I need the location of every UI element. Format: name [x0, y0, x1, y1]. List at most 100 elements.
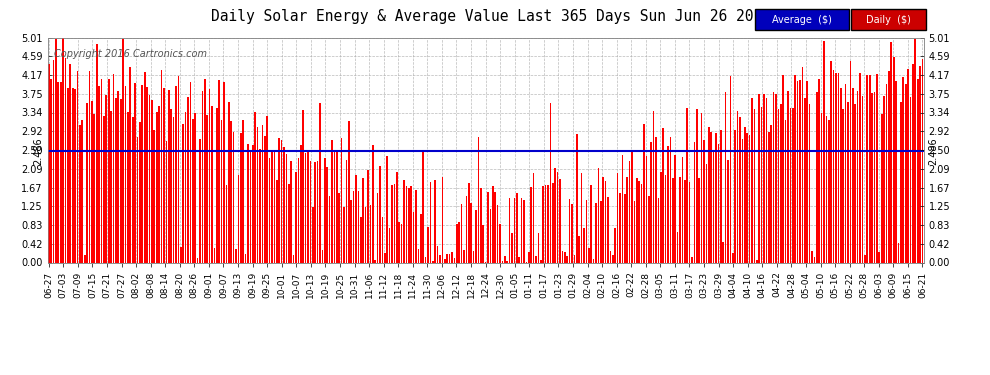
Bar [895, 81, 897, 262]
Bar [324, 158, 326, 262]
Bar [170, 108, 172, 262]
Bar [175, 86, 177, 262]
Bar [794, 75, 796, 262]
Bar [153, 130, 155, 262]
Bar [295, 172, 297, 262]
Bar [475, 210, 477, 262]
Bar [64, 58, 66, 262]
Bar [775, 94, 777, 262]
Bar [264, 136, 265, 262]
Bar [499, 224, 501, 262]
Bar [290, 161, 292, 262]
Bar [339, 194, 340, 262]
Bar [206, 115, 208, 262]
Bar [538, 233, 540, 262]
Bar [569, 198, 570, 262]
Bar [62, 38, 64, 262]
Bar [674, 155, 676, 262]
Bar [468, 183, 469, 262]
Bar [194, 112, 196, 262]
Bar [135, 83, 136, 262]
Bar [315, 162, 316, 262]
Bar [861, 96, 863, 262]
Bar [482, 225, 484, 262]
Bar [831, 62, 832, 262]
Bar [381, 217, 383, 262]
Bar [669, 137, 671, 262]
Bar [285, 154, 287, 262]
Bar [622, 155, 624, 262]
Bar [713, 151, 715, 262]
Bar [72, 88, 73, 262]
Bar [787, 91, 789, 262]
Bar [456, 224, 457, 262]
Bar [523, 200, 525, 262]
Bar [305, 153, 306, 262]
Bar [648, 196, 649, 262]
Bar [883, 96, 885, 262]
Bar [312, 207, 314, 262]
Bar [329, 196, 331, 262]
Bar [89, 71, 90, 262]
Bar [799, 80, 801, 262]
Bar [531, 187, 532, 262]
Bar [536, 256, 537, 262]
Bar [684, 180, 686, 262]
Bar [842, 109, 844, 262]
Bar [396, 172, 398, 262]
Bar [792, 108, 794, 262]
Bar [273, 153, 275, 262]
Bar [281, 140, 282, 262]
Bar [451, 252, 452, 262]
Bar [106, 95, 107, 262]
Bar [564, 252, 565, 262]
Bar [251, 145, 253, 262]
Bar [556, 172, 558, 262]
Bar [137, 136, 139, 262]
Bar [123, 39, 124, 262]
Bar [228, 102, 230, 262]
Bar [844, 84, 846, 262]
Bar [142, 85, 144, 262]
Bar [307, 152, 309, 262]
Bar [679, 177, 681, 262]
Bar [617, 173, 619, 262]
Bar [110, 111, 112, 262]
Bar [470, 203, 472, 262]
Bar [293, 255, 294, 262]
Bar [266, 116, 268, 262]
Bar [905, 84, 907, 262]
Bar [487, 192, 489, 262]
Bar [331, 140, 333, 262]
Bar [785, 120, 786, 262]
Bar [492, 186, 494, 262]
Bar [367, 170, 369, 262]
Bar [310, 161, 311, 262]
Bar [521, 198, 523, 262]
Bar [317, 160, 319, 262]
Bar [718, 144, 720, 262]
Bar [836, 73, 837, 262]
Bar [384, 252, 386, 262]
Bar [199, 140, 201, 262]
Bar [398, 222, 400, 262]
Bar [394, 184, 395, 262]
Bar [485, 261, 486, 262]
Bar [477, 137, 479, 262]
Bar [900, 102, 902, 262]
Bar [737, 111, 739, 262]
Bar [408, 188, 410, 262]
Bar [192, 119, 194, 262]
Bar [730, 76, 732, 262]
Bar [118, 91, 119, 262]
Bar [802, 67, 803, 262]
Bar [797, 81, 799, 262]
Bar [347, 121, 349, 262]
Bar [81, 120, 83, 262]
Bar [344, 207, 345, 262]
Bar [715, 134, 717, 262]
Bar [871, 93, 873, 262]
Bar [847, 102, 848, 262]
Bar [148, 95, 150, 262]
Text: Average  ($): Average ($) [772, 15, 833, 25]
